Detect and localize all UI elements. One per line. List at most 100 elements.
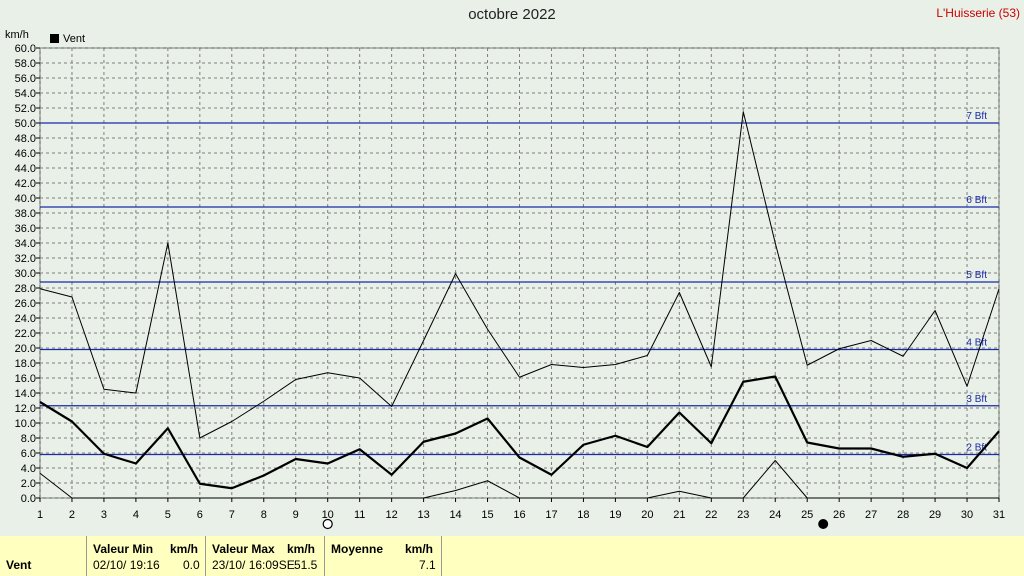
x-tick-label: 11 (354, 509, 365, 521)
y-tick-label: 48.0 (15, 133, 36, 145)
mean-label: Moyenne (331, 542, 384, 556)
footer-series-label: Vent (6, 558, 32, 572)
stats-footer: Vent Valeur Min km/h 02/10/ 19:16 0.0 Va… (0, 536, 1024, 576)
footer-max-cell: Valeur Max km/h 23/10/ 16:09SE 51.5 (206, 536, 325, 576)
x-tick-label: 16 (513, 509, 525, 521)
y-tick-label: 32.0 (15, 253, 36, 265)
y-tick-label: 20.0 (15, 343, 36, 355)
y-tick-label: 42.0 (15, 178, 36, 190)
series-lines (39, 111, 1000, 499)
y-tick-label: 4.0 (21, 463, 36, 475)
x-tick-label: 5 (165, 509, 171, 521)
x-tick-label: 14 (449, 509, 461, 521)
x-tick-label: 8 (261, 509, 267, 521)
x-tick-label: 1 (37, 509, 43, 521)
footer-min-cell: Valeur Min km/h 02/10/ 19:16 0.0 (87, 536, 206, 576)
beaufort-lines: 2 Bft 3 Bft 4 Bft 5 Bft 6 Bft 7 Bft (40, 111, 999, 456)
x-tick-label: 6 (197, 509, 203, 521)
x-tick-label: 30 (961, 509, 973, 521)
x-tick-label: 25 (801, 509, 813, 521)
y-tick-label: 24.0 (15, 313, 36, 325)
series-max-line (39, 111, 1000, 439)
y-tick-label: 8.0 (21, 433, 36, 445)
y-tick-label: 28.0 (15, 283, 36, 295)
series-min-line (39, 460, 999, 499)
grid-lines (39, 47, 1000, 499)
legend-swatch (50, 34, 59, 43)
footer-series-cell: Vent (0, 536, 87, 576)
x-tick-label: 3 (101, 509, 107, 521)
x-tick-label: 29 (929, 509, 941, 521)
y-tick-label: 38.0 (15, 208, 36, 220)
x-tick-label: 17 (545, 509, 557, 521)
mean-unit: km/h (405, 542, 434, 556)
x-tick-label: 20 (641, 509, 653, 521)
y-tick-label: 52.0 (15, 103, 36, 115)
full-moon-icon (322, 518, 333, 530)
x-tick-label: 13 (417, 509, 429, 521)
y-axis-label: km/h (5, 29, 29, 41)
max-unit: km/h (287, 542, 316, 556)
beaufort-label: 5 Bft (966, 270, 987, 281)
x-tick-label: 24 (769, 509, 781, 521)
y-tick-label: 40.0 (15, 193, 36, 205)
y-tick-label: 56.0 (15, 73, 36, 85)
y-tick-label: 18.0 (15, 358, 36, 370)
location-label: L'Huisserie (53) (936, 6, 1020, 20)
x-axis-ticks: 1 2 3 4 5 6 7 8 9 10 11 12 13 14 15 16 17 18 19 20 21 22 23 24 2… (37, 498, 1005, 521)
y-tick-label: 46.0 (15, 148, 36, 160)
chart-title: octobre 2022 (468, 6, 556, 23)
x-tick-label: 23 (737, 509, 749, 521)
beaufort-label: 7 Bft (966, 111, 987, 122)
x-tick-label: 21 (673, 509, 685, 521)
y-tick-label: 36.0 (15, 223, 36, 235)
x-tick-label: 22 (705, 509, 717, 521)
x-tick-label: 31 (993, 509, 1005, 521)
y-tick-label: 16.0 (15, 373, 36, 385)
y-tick-label: 10.0 (15, 418, 36, 430)
moon-markers (322, 518, 829, 530)
y-axis-ticks: 0.0 2.0 4.0 6.0 8.0 10.0 12.0 14.0 16.0 18.0 20.0 2… (15, 43, 40, 505)
y-tick-label: 6.0 (21, 448, 36, 460)
legend-label: Vent (63, 33, 85, 45)
wind-chart: 2 Bft 3 Bft 4 Bft 5 Bft 6 Bft 7 Bft 0.0 2.0 4.0… (5, 29, 1005, 530)
y-tick-label: 22.0 (15, 328, 36, 340)
y-tick-label: 0.0 (21, 493, 36, 505)
min-label: Valeur Min (93, 542, 154, 556)
y-tick-label: 60.0 (15, 43, 36, 55)
max-label: Valeur Max (212, 542, 275, 556)
beaufort-label: 4 Bft (966, 338, 987, 349)
min-value: 0.0 (183, 558, 200, 572)
x-tick-label: 27 (865, 509, 877, 521)
x-tick-label: 26 (833, 509, 845, 521)
y-tick-label: 14.0 (15, 388, 36, 400)
y-tick-label: 44.0 (15, 163, 36, 175)
beaufort-label: 3 Bft (966, 394, 987, 405)
y-tick-label: 30.0 (15, 268, 36, 280)
x-tick-label: 7 (229, 509, 235, 521)
footer-mean-cell: Moyenne km/h 7.1 (325, 536, 442, 576)
x-tick-label: 19 (609, 509, 621, 521)
y-tick-label: 26.0 (15, 298, 36, 310)
mean-value: 7.1 (419, 558, 436, 572)
x-tick-label: 9 (293, 509, 299, 521)
beaufort-label: 2 Bft (966, 443, 987, 454)
y-tick-label: 2.0 (21, 478, 36, 490)
x-tick-label: 12 (386, 509, 398, 521)
x-tick-label: 18 (577, 509, 589, 521)
y-tick-label: 58.0 (15, 58, 36, 70)
new-moon-icon (818, 519, 829, 529)
y-tick-label: 12.0 (15, 403, 36, 415)
y-tick-label: 54.0 (15, 88, 36, 100)
x-tick-label: 10 (322, 509, 334, 521)
x-tick-label: 4 (133, 509, 139, 521)
min-unit: km/h (170, 542, 199, 556)
series-mean-line (39, 375, 1000, 490)
max-date: 23/10/ 16:09SE (212, 558, 295, 572)
min-date: 02/10/ 19:16 (93, 558, 160, 572)
max-value: 51.5 (294, 558, 318, 572)
x-tick-label: 28 (897, 509, 909, 521)
x-tick-label: 15 (481, 509, 493, 521)
x-tick-label: 2 (69, 509, 75, 521)
y-tick-label: 50.0 (15, 118, 36, 130)
